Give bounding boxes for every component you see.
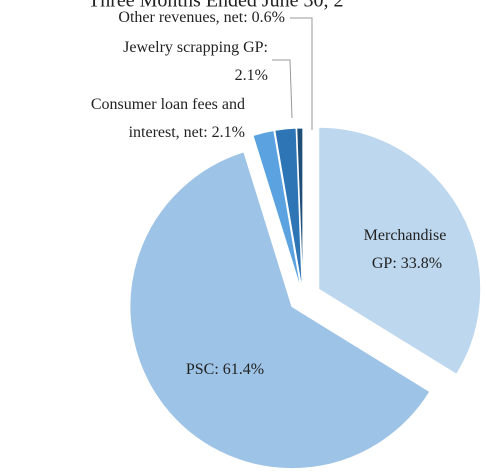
data-label: Consumer loan fees and interest, net: 2.… [91, 96, 245, 141]
data-label-line: GP: 33.8% [368, 255, 442, 272]
pie-slice [318, 126, 482, 375]
data-label-line: Consumer loan fees and [91, 96, 245, 113]
data-label-line: 2.1% [231, 67, 268, 84]
pie-slice [129, 151, 431, 470]
data-label: PSC: 61.4% [186, 361, 264, 378]
data-label: Merchandise GP: 33.8% [364, 227, 447, 272]
data-label-line: Jewelry scrapping GP: [123, 39, 268, 56]
data-label-line: interest, net: 2.1% [125, 124, 245, 141]
chart-title: Three Months Ended June 30, 2 [88, 0, 344, 12]
data-label: Other revenues, net: 0.6% [118, 9, 285, 26]
pie-slice [274, 127, 303, 291]
data-label-line: Merchandise [364, 227, 447, 244]
data-label-line: Other revenues, net: 0.6% [118, 9, 285, 26]
pie-slice [252, 129, 302, 291]
leader-line [272, 59, 293, 119]
pie-slice [296, 127, 304, 291]
leader-line [290, 17, 313, 130]
data-label: Jewelry scrapping GP: 2.1% [123, 39, 268, 84]
data-label-line: PSC: 61.4% [186, 361, 264, 378]
